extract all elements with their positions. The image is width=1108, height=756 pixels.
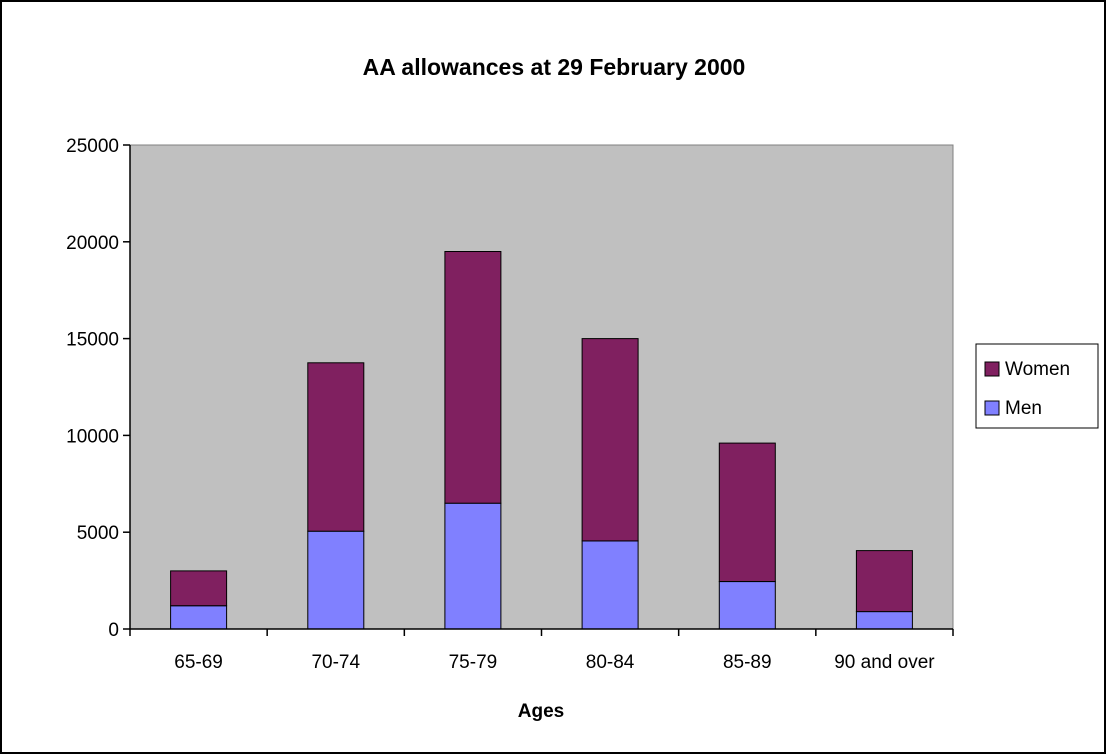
y-tick-label: 5000: [77, 523, 119, 544]
bar-men-65-69: [170, 605, 228, 630]
x-tick-label: 90 and over: [834, 652, 935, 673]
y-tick-label: 25000: [66, 136, 119, 157]
bar-men-80-84: [581, 540, 639, 630]
x-tick-label: 85-89: [723, 652, 772, 673]
bar-men-75-79: [444, 502, 502, 630]
x-tick-label: 80-84: [586, 652, 635, 673]
bar-women-75-79: [444, 251, 502, 504]
bar-women-85-89: [718, 442, 776, 582]
plot-area: [129, 144, 954, 630]
bar-men-90-and-over: [855, 611, 913, 630]
y-tick-label: 0: [108, 620, 119, 641]
legend-label-men: Men: [1005, 398, 1042, 419]
bar-women-65-69: [170, 570, 228, 607]
legend-label-women: Women: [1005, 359, 1070, 380]
axes-layer: [123, 144, 954, 636]
x-tick-label: 65-69: [174, 652, 223, 673]
y-tick-label: 20000: [66, 233, 119, 254]
bar-women-70-74: [307, 362, 365, 532]
bars-layer: [170, 251, 913, 630]
y-tick-labels: 0 5000 10000 15000 20000 25000: [66, 136, 119, 641]
legend-swatch-women: [984, 361, 1000, 377]
bar-women-80-84: [581, 338, 639, 542]
x-tick-label: 70-74: [311, 652, 360, 673]
bar-men-85-89: [718, 581, 776, 630]
bar-women-90-and-over: [855, 550, 913, 613]
x-axis-title: Ages: [518, 701, 564, 722]
chart-title: AA allowances at 29 February 2000: [363, 54, 746, 80]
legend-swatch-men: [984, 400, 1000, 416]
x-tick-labels: 65-69 70-74 75-79 80-84 85-89 90 and over: [174, 652, 935, 673]
bar-men-70-74: [307, 530, 365, 630]
y-tick-label: 15000: [66, 330, 119, 351]
legend: Women Men: [975, 343, 1099, 429]
x-tick-label: 75-79: [449, 652, 498, 673]
y-tick-label: 10000: [66, 426, 119, 447]
